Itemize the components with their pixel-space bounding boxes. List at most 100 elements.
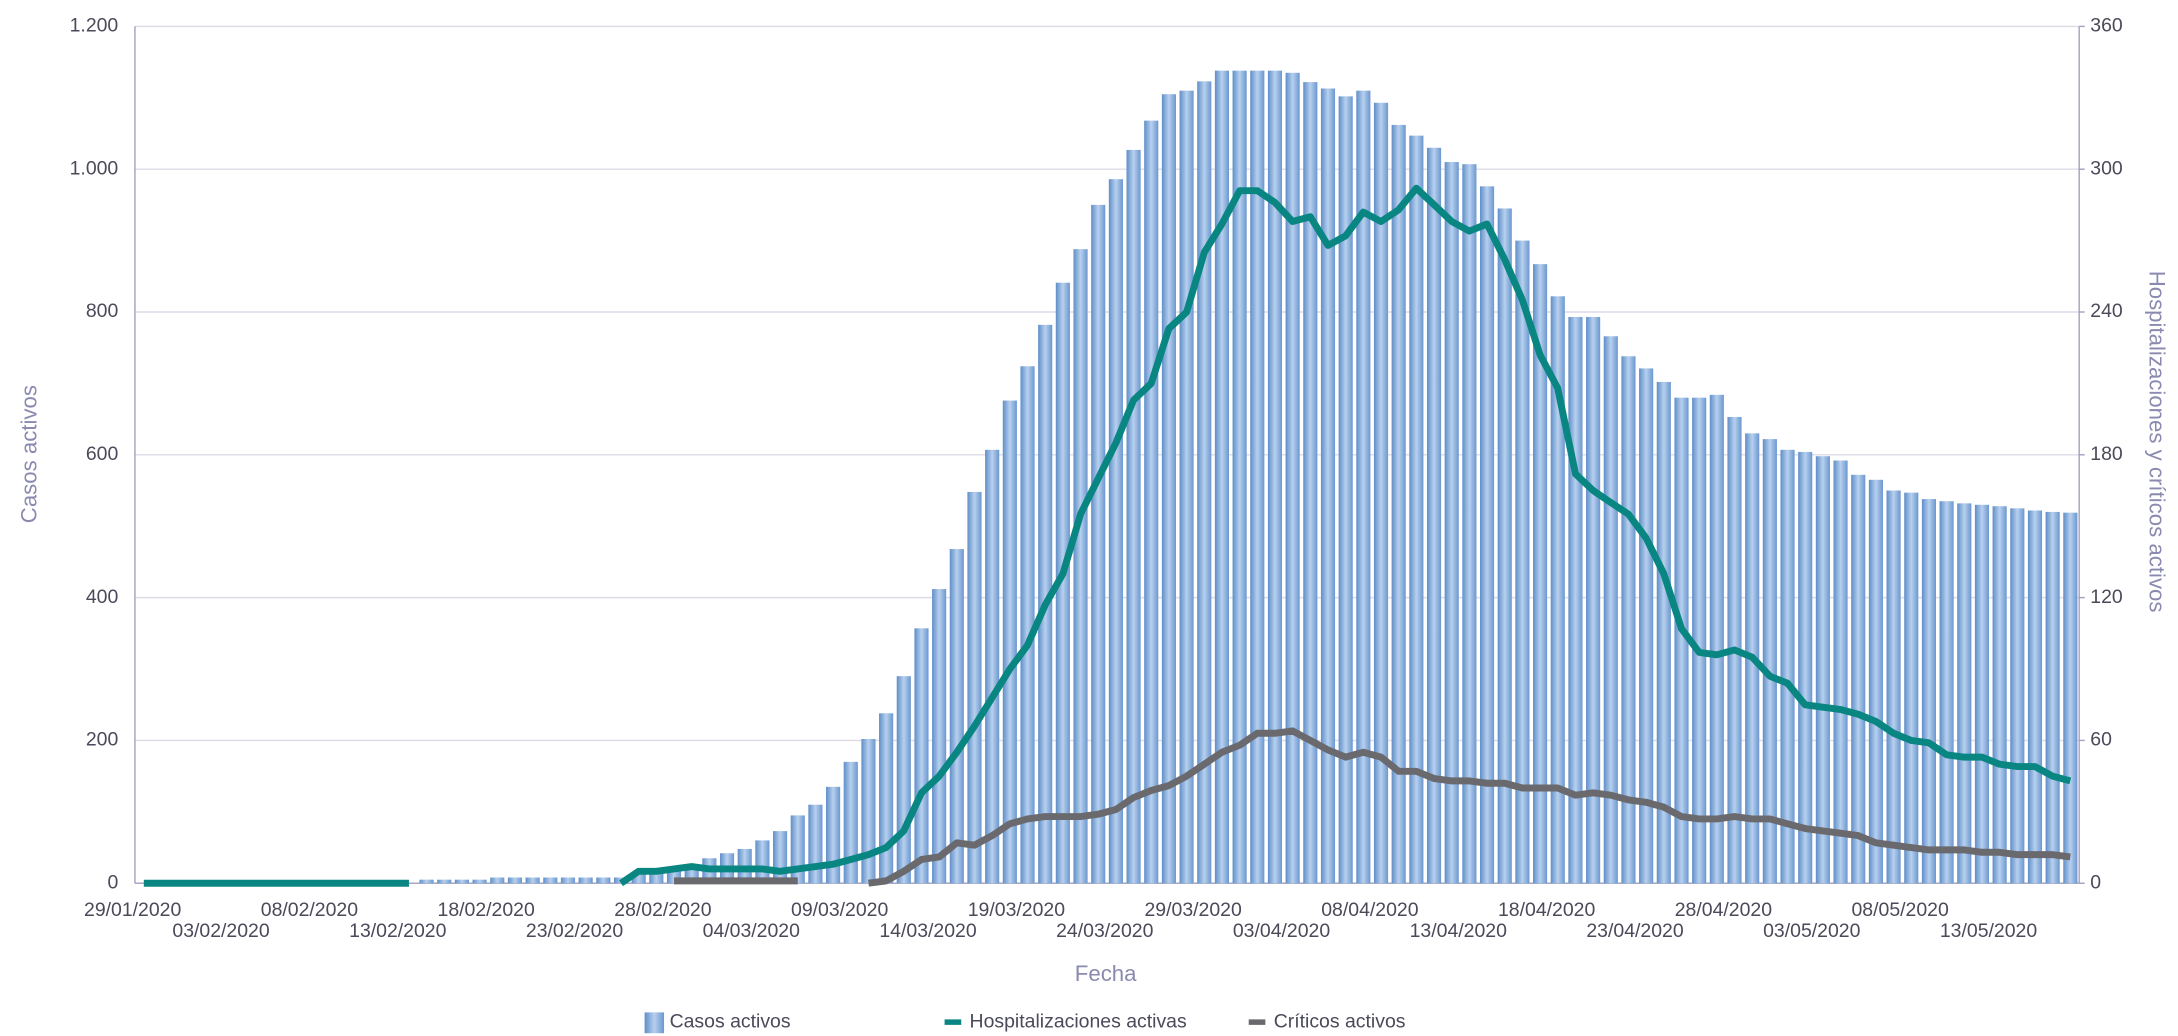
x-tick-label: 03/02/2020	[172, 920, 269, 942]
bar	[1621, 356, 1636, 884]
bar	[1497, 208, 1512, 884]
bar	[1338, 96, 1353, 884]
bar	[1373, 102, 1389, 884]
y-axis-title: Casos activos	[17, 385, 42, 523]
y-tick-label: 0	[107, 871, 118, 893]
bar	[1550, 296, 1565, 884]
x-tick-label: 18/02/2020	[438, 899, 535, 921]
bar	[1108, 179, 1123, 884]
bar	[967, 491, 982, 884]
y-tick-label: 200	[86, 729, 119, 751]
y2-tick-label: 60	[2090, 729, 2112, 751]
y2-tick-label: 120	[2090, 586, 2123, 608]
y-tick-label: 400	[86, 586, 119, 608]
bar	[437, 879, 452, 884]
bar	[1055, 282, 1070, 884]
legend-label: Críticos activos	[1274, 1010, 1406, 1032]
bar	[1002, 400, 1017, 884]
bar	[1692, 397, 1707, 884]
bar	[879, 713, 894, 884]
bar	[1391, 124, 1406, 884]
bar	[472, 879, 487, 884]
bar	[1020, 366, 1035, 884]
bar	[985, 449, 1000, 884]
bar	[826, 786, 841, 884]
bar	[1161, 94, 1176, 884]
x-tick-label: 03/04/2020	[1233, 920, 1330, 942]
bar	[1479, 186, 1495, 884]
bar	[1921, 499, 1937, 884]
x-tick-label: 29/01/2020	[84, 899, 181, 921]
bar	[1886, 490, 1901, 884]
bar	[1073, 249, 1088, 884]
bar	[914, 628, 929, 884]
bar	[2010, 508, 2025, 884]
x-axis-title: Fecha	[1075, 961, 1137, 986]
bar	[1426, 147, 1442, 884]
y-tick-label: 600	[86, 443, 119, 465]
x-tick-label: 28/02/2020	[614, 899, 711, 921]
y-tick-label: 1.000	[70, 157, 119, 179]
bar	[1851, 474, 1866, 884]
bar	[490, 877, 505, 884]
bar	[1285, 72, 1300, 884]
line	[143, 184, 2072, 887]
bar	[1798, 451, 1813, 884]
x-tick-label: 23/02/2020	[526, 920, 623, 942]
bar	[1939, 501, 1954, 884]
legend-label: Hospitalizaciones activas	[970, 1010, 1187, 1032]
bar	[2063, 512, 2078, 884]
bar	[560, 877, 576, 884]
bar	[1974, 504, 1990, 884]
x-tick-label: 24/03/2020	[1056, 920, 1153, 942]
bar	[1674, 397, 1689, 884]
bar	[1144, 120, 1159, 884]
bar	[1904, 492, 1919, 884]
bar	[507, 877, 523, 884]
x-tick-label: 08/02/2020	[261, 899, 358, 921]
bar	[1533, 264, 1548, 884]
bar	[631, 872, 646, 884]
bar	[1126, 149, 1141, 884]
bar	[1762, 439, 1777, 884]
legend-label: Casos activos	[670, 1010, 791, 1032]
y2-axis-title: Hospitalizaciones y críticos activos	[2145, 271, 2170, 613]
line	[674, 727, 2071, 887]
bar	[1214, 70, 1230, 884]
y2-tick-label: 180	[2090, 443, 2123, 465]
y2-tick-label: 300	[2090, 157, 2123, 179]
bar	[1639, 368, 1654, 884]
bar	[755, 840, 770, 884]
bar	[861, 739, 876, 884]
x-tick-label: 08/05/2020	[1852, 899, 1949, 921]
y2-tick-label: 240	[2090, 300, 2123, 322]
bar	[1444, 162, 1459, 884]
bar	[843, 761, 858, 884]
x-tick-label: 13/05/2020	[1940, 920, 2037, 942]
bar	[543, 877, 558, 884]
bar	[525, 877, 540, 884]
bar	[1197, 81, 1212, 884]
x-tick-label: 19/03/2020	[968, 899, 1065, 921]
x-tick-label: 13/02/2020	[349, 920, 446, 942]
bar	[1656, 381, 1671, 884]
x-tick-label: 18/04/2020	[1498, 899, 1595, 921]
bar	[932, 589, 947, 884]
x-tick-label: 14/03/2020	[879, 920, 976, 942]
bar	[419, 879, 434, 884]
y-tick-label: 800	[86, 300, 119, 322]
legend-swatch	[644, 1012, 665, 1034]
y-tick-label: 1.200	[70, 15, 119, 37]
bar	[1957, 503, 1972, 884]
bar	[808, 804, 823, 884]
x-tick-label: 08/04/2020	[1321, 899, 1418, 921]
bar	[1320, 88, 1336, 884]
bar	[1780, 449, 1795, 884]
bar	[1992, 506, 2007, 884]
bar	[2027, 510, 2043, 884]
bar	[1091, 204, 1106, 884]
y2-tick-label: 360	[2090, 15, 2123, 37]
bar	[578, 877, 593, 884]
